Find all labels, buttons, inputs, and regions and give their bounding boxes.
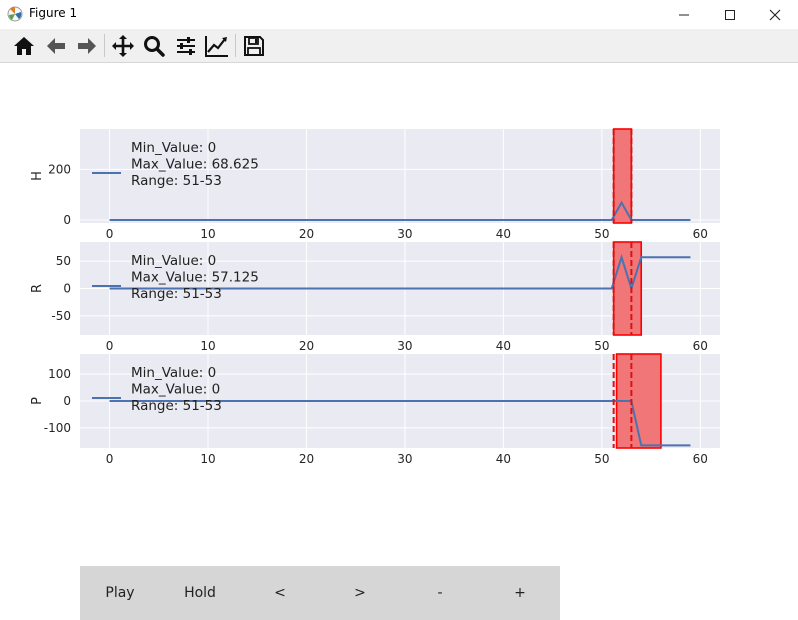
play-button[interactable]: Play [105,585,135,601]
legend-annotation: Max_Value: 68.625 [131,157,259,173]
x-tick-label: 40 [496,339,511,353]
edit-axis-icon [205,36,228,57]
x-tick-label: 0 [106,339,114,353]
x-tick-label: 0 [106,452,114,466]
y-axis-label: P [30,397,45,405]
highlight-span [612,241,643,336]
x-tick-label: 30 [397,452,412,466]
series-line [109,200,691,221]
zoom-icon [144,36,165,57]
configure-subplots-button[interactable] [173,33,199,59]
back-button[interactable] [43,33,69,59]
y-tick-label: -100 [44,421,71,435]
legend-annotation: Max_Value: 57.125 [131,270,259,286]
y-tick-label: 0 [63,282,71,296]
close-icon [769,9,781,20]
x-tick-label: 40 [496,227,511,241]
x-tick-label: 20 [299,452,314,466]
subplot-p: 0 10 20 30 40 50 60 -100 0 100 P Min_Value: 0Max_Va… [30,353,720,466]
highlight-span [612,128,633,224]
series-line [109,400,691,447]
x-tick-label: 30 [397,227,412,241]
x-tick-label: 10 [200,227,215,241]
x-tick-label: 30 [397,339,412,353]
y-tick-label: 200 [48,162,71,176]
back-arrow-icon [47,38,65,54]
window-title: Figure 1 [29,6,78,20]
x-tick-label: 10 [200,452,215,466]
configure-subplots-icon [177,37,195,55]
x-tick-label: 0 [106,227,114,241]
legend-annotation: Max_Value: 0 [131,382,220,398]
y-tick-label: 100 [48,367,71,381]
x-tick-label: 50 [594,227,609,241]
previous-button[interactable]: < [274,585,286,601]
legend-annotation: Min_Value: 0 [131,365,216,381]
toolbar-separator [235,34,236,57]
maximize-button[interactable] [707,0,753,29]
save-icon [244,36,264,56]
maximize-icon [725,9,735,20]
x-tick-label: 60 [693,339,708,353]
home-button[interactable] [11,33,37,59]
minimize-button[interactable] [661,0,707,29]
zoom-in-button[interactable]: + [514,585,526,601]
toolbar-separator [104,34,105,57]
x-tick-label: 20 [299,227,314,241]
x-tick-label: 40 [496,452,511,466]
title-bar: Figure 1 [0,0,798,29]
navigation-toolbar [0,29,798,63]
x-tick-label: 50 [594,339,609,353]
control-button-bar: Play Hold < > - + [80,566,560,620]
minimize-icon [679,14,689,15]
home-icon [14,37,34,55]
x-tick-label: 60 [693,227,708,241]
pan-icon [112,35,134,57]
legend-annotation: Range: 51-53 [131,286,222,302]
save-button[interactable] [241,33,267,59]
legend-annotation: Range: 51-53 [131,173,222,189]
edit-axis-button[interactable] [204,33,230,59]
y-axis-label: R [30,284,45,293]
series-line [109,253,691,292]
matplotlib-icon [7,6,23,22]
hold-button[interactable]: Hold [184,585,216,601]
zoom-out-button[interactable]: - [437,585,443,601]
forward-arrow-icon [78,38,96,54]
zoom-button[interactable] [141,33,167,59]
y-tick-label: 0 [63,213,71,227]
x-tick-label: 60 [693,452,708,466]
y-axis-label: H [30,171,45,181]
y-tick-label: -50 [51,309,71,323]
legend-annotation: Range: 51-53 [131,398,222,414]
subplot-r: 0 10 20 30 40 50 60 -50 0 50 R Min_Value: 0Max_Valu… [30,241,720,353]
pan-button[interactable] [110,33,136,59]
next-button[interactable]: > [354,585,366,601]
close-button[interactable] [752,0,798,29]
forward-button[interactable] [74,33,100,59]
y-tick-label: 50 [56,254,71,268]
x-tick-label: 50 [594,452,609,466]
x-tick-label: 20 [299,339,314,353]
legend-annotation: Min_Value: 0 [131,140,216,156]
x-tick-label: 10 [200,339,215,353]
figure-canvas[interactable]: 0 10 20 30 40 50 60 0 200 H Min_Value: 0 Max_Value:… [0,63,798,620]
legend-annotation: Min_Value: 0 [131,253,216,269]
y-tick-label: 0 [63,394,71,408]
